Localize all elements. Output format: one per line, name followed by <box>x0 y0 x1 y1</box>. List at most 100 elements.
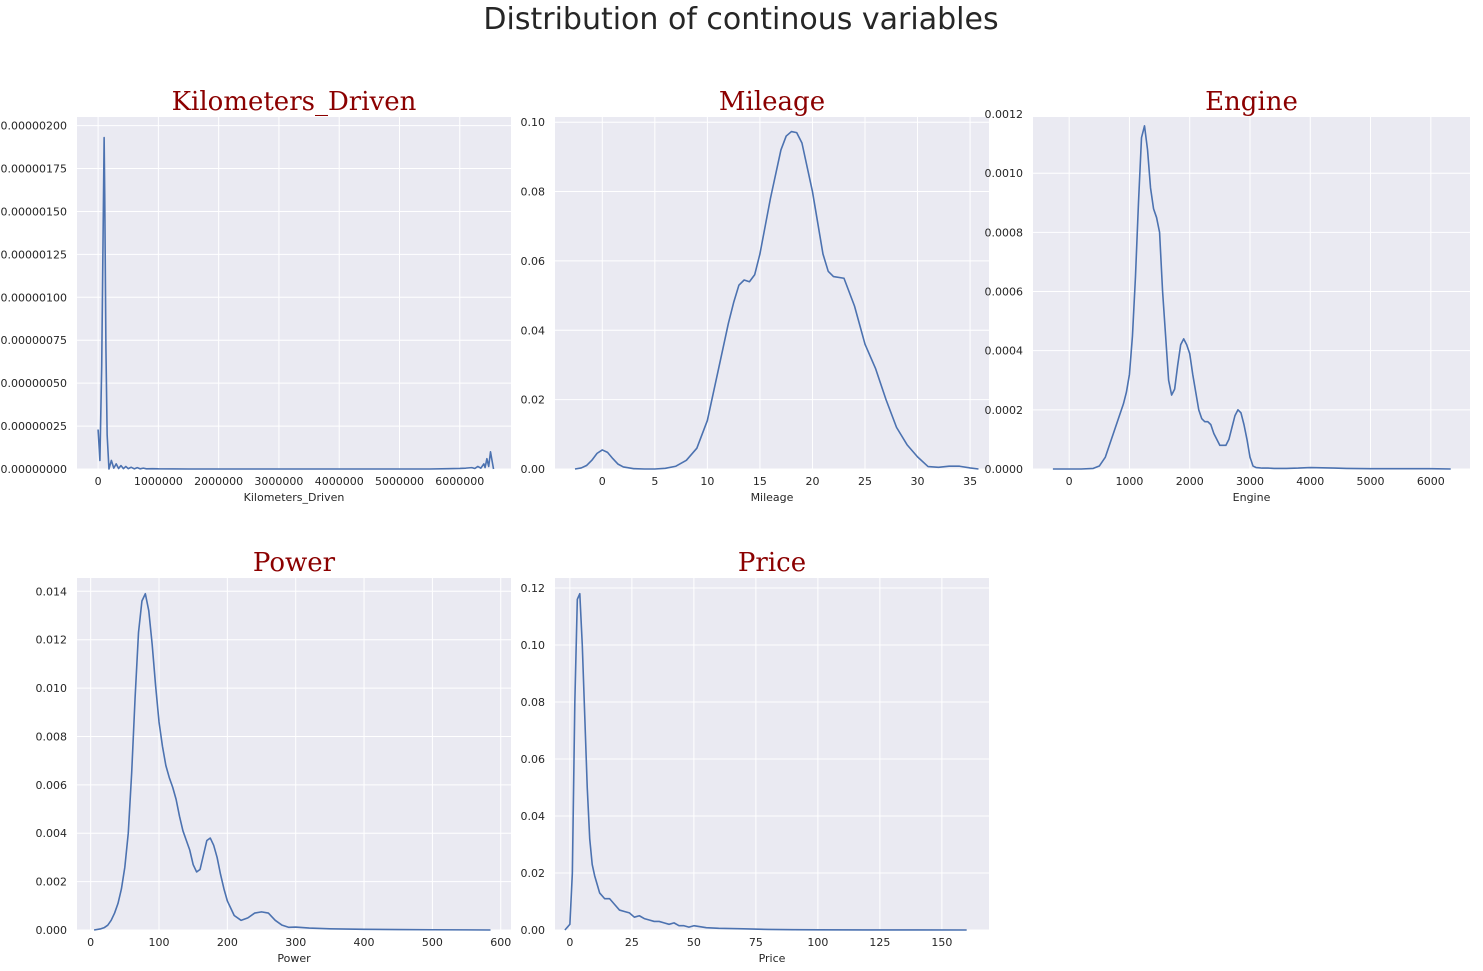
subplot-3: 0 1000 2000 3000 4000 5000 6000 0.0000 0.0002 0.0… <box>985 87 1470 504</box>
x-axis-label: Engine <box>1233 491 1271 504</box>
y-tick-label: 0.12 <box>521 582 546 595</box>
y-tick-label: 0.00000150 <box>1 205 67 218</box>
y-tick-label: 0.02 <box>521 867 546 880</box>
y-tick-label: 0.0004 <box>985 345 1024 358</box>
x-tick-label: 400 <box>354 936 375 949</box>
density-line <box>574 130 979 470</box>
y-tick-label: 0.02 <box>521 394 546 407</box>
x-tick-label: 5 <box>651 475 658 488</box>
x-tick-label: 100 <box>807 936 828 949</box>
y-tick-label: 0.008 <box>36 730 68 743</box>
x-tick-label: 6000 <box>1417 475 1445 488</box>
y-tick-label: 0.012 <box>36 634 68 647</box>
y-tick-label: 0.006 <box>36 779 68 792</box>
subplot-title: Power <box>253 548 336 578</box>
x-tick-label: 75 <box>749 936 763 949</box>
y-tick-label: 0.0002 <box>985 404 1024 417</box>
plot-area <box>1033 117 1470 469</box>
density-line <box>93 592 491 931</box>
y-tick-label: 0.00000000 <box>1 463 67 476</box>
x-tick-label: 10 <box>700 475 714 488</box>
subplot-title: Mileage <box>719 87 825 117</box>
y-tick-label: 0.04 <box>521 324 546 337</box>
plot-area <box>77 117 511 469</box>
y-tick-label: 0.0006 <box>985 286 1024 299</box>
x-axis-label: Mileage <box>751 491 794 504</box>
x-tick-label: 4000 <box>1296 475 1324 488</box>
y-tick-label: 0.00000200 <box>1 120 67 133</box>
x-tick-label: 0 <box>566 936 573 949</box>
y-tick-label: 0.10 <box>521 116 546 129</box>
x-tick-label: 200 <box>217 936 238 949</box>
density-line <box>564 592 967 931</box>
x-tick-label: 500 <box>422 936 443 949</box>
x-tick-label: 2000 <box>1176 475 1204 488</box>
y-tick-label: 0.00000050 <box>1 377 67 390</box>
subplot-4: 0 100 200 300 400 500 600 0.000 0.002 0.004 0.006 0… <box>36 548 512 965</box>
x-tick-label: 5000 <box>1357 475 1385 488</box>
subplot-1: 0 1000000 2000000 3000000 4000000 5000000 6000… <box>1 87 511 504</box>
y-tick-label: 0.10 <box>521 639 546 652</box>
subplot-title: Kilometers_Driven <box>172 87 417 117</box>
x-axis-label: Price <box>759 952 786 965</box>
y-tick-label: 0.08 <box>521 186 546 199</box>
plot-area <box>77 578 511 930</box>
x-tick-label: 150 <box>931 936 952 949</box>
y-tick-label: 0.00000125 <box>1 248 67 261</box>
x-tick-label: 30 <box>911 475 925 488</box>
figure-title: Distribution of continous variables <box>483 2 998 37</box>
y-tick-label: 0.010 <box>36 682 68 695</box>
y-tick-label: 0.002 <box>36 876 68 889</box>
y-tick-label: 0.06 <box>521 255 546 268</box>
x-tick-label: 20 <box>805 475 819 488</box>
y-tick-label: 0.00000075 <box>1 334 67 347</box>
x-tick-label: 0 <box>1066 475 1073 488</box>
x-tick-label: 600 <box>490 936 511 949</box>
x-tick-label: 4000000 <box>315 475 364 488</box>
x-tick-label: 15 <box>753 475 767 488</box>
y-tick-label: 0.00000175 <box>1 163 67 176</box>
x-axis-label: Kilometers_Driven <box>244 491 345 504</box>
y-tick-label: 0.00 <box>521 924 546 937</box>
plot-area <box>555 578 989 930</box>
subplot-5: 0 25 50 75 100 125 150 0.00 0.02 0.04 0.06 0.08 0.10… <box>521 548 989 965</box>
y-tick-label: 0.0000 <box>985 463 1024 476</box>
x-tick-label: 25 <box>858 475 872 488</box>
y-tick-label: 0.004 <box>36 827 68 840</box>
x-tick-label: 2000000 <box>194 475 243 488</box>
x-tick-label: 0 <box>87 936 94 949</box>
x-tick-label: 6000000 <box>435 475 484 488</box>
subplot-title: Engine <box>1205 87 1298 117</box>
y-tick-label: 0.00 <box>521 463 546 476</box>
x-tick-label: 0 <box>95 475 102 488</box>
x-tick-label: 0 <box>599 475 606 488</box>
y-tick-label: 0.014 <box>36 585 68 598</box>
x-tick-label: 3000000 <box>254 475 303 488</box>
x-tick-label: 1000000 <box>134 475 183 488</box>
x-tick-label: 25 <box>625 936 639 949</box>
y-tick-label: 0.00000025 <box>1 420 67 433</box>
x-tick-label: 1000 <box>1115 475 1143 488</box>
y-tick-label: 0.04 <box>521 810 546 823</box>
y-tick-label: 0.0010 <box>985 167 1024 180</box>
x-tick-label: 3000 <box>1236 475 1264 488</box>
subplot-2: 0 5 10 15 20 25 30 35 0.00 0.02 0.04 0.06 0.08 0.10 Mi… <box>521 87 989 504</box>
x-tick-label: 300 <box>285 936 306 949</box>
y-tick-label: 0.0008 <box>985 226 1024 239</box>
x-tick-label: 5000000 <box>375 475 424 488</box>
density-line <box>97 136 495 470</box>
y-tick-label: 0.00000100 <box>1 291 67 304</box>
y-tick-label: 0.0012 <box>985 108 1024 121</box>
subplot-title: Price <box>738 548 806 578</box>
y-tick-label: 0.06 <box>521 753 546 766</box>
x-tick-label: 125 <box>869 936 890 949</box>
y-tick-label: 0.08 <box>521 696 546 709</box>
y-tick-label: 0.000 <box>36 924 68 937</box>
x-tick-label: 100 <box>149 936 170 949</box>
x-tick-label: 50 <box>687 936 701 949</box>
subplot-grid: 0 1000000 2000000 3000000 4000000 5000000 6000… <box>1 87 1470 965</box>
density-line <box>1052 125 1451 470</box>
x-axis-label: Power <box>277 952 311 965</box>
plot-area <box>555 117 989 469</box>
